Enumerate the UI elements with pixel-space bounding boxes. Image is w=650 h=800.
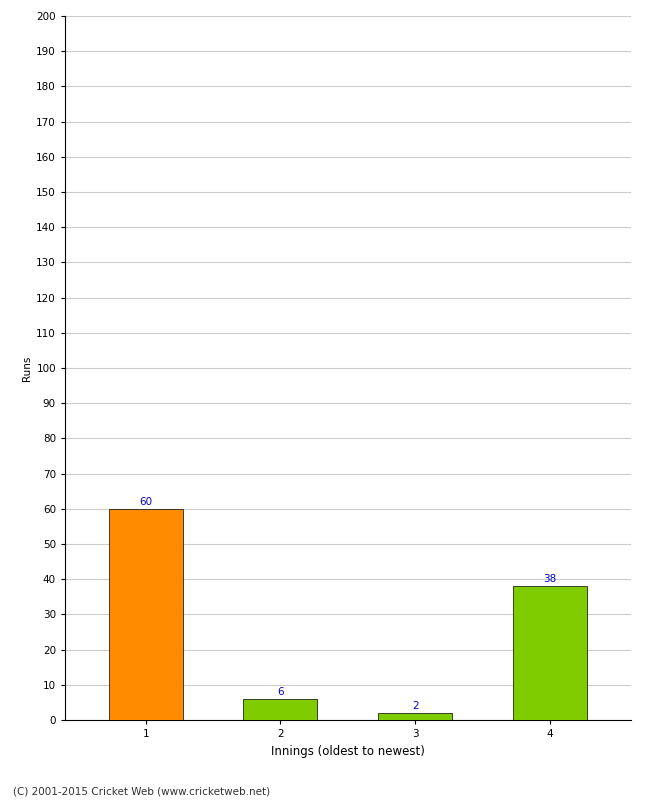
X-axis label: Innings (oldest to newest): Innings (oldest to newest) <box>271 745 424 758</box>
Text: 60: 60 <box>139 497 152 507</box>
Bar <box>513 586 587 720</box>
Y-axis label: Runs: Runs <box>22 355 32 381</box>
Bar <box>109 509 183 720</box>
Text: 38: 38 <box>543 574 556 585</box>
Text: 2: 2 <box>411 701 419 711</box>
Text: 6: 6 <box>277 687 284 697</box>
Bar <box>378 713 452 720</box>
Text: (C) 2001-2015 Cricket Web (www.cricketweb.net): (C) 2001-2015 Cricket Web (www.cricketwe… <box>13 786 270 796</box>
Bar <box>243 699 317 720</box>
